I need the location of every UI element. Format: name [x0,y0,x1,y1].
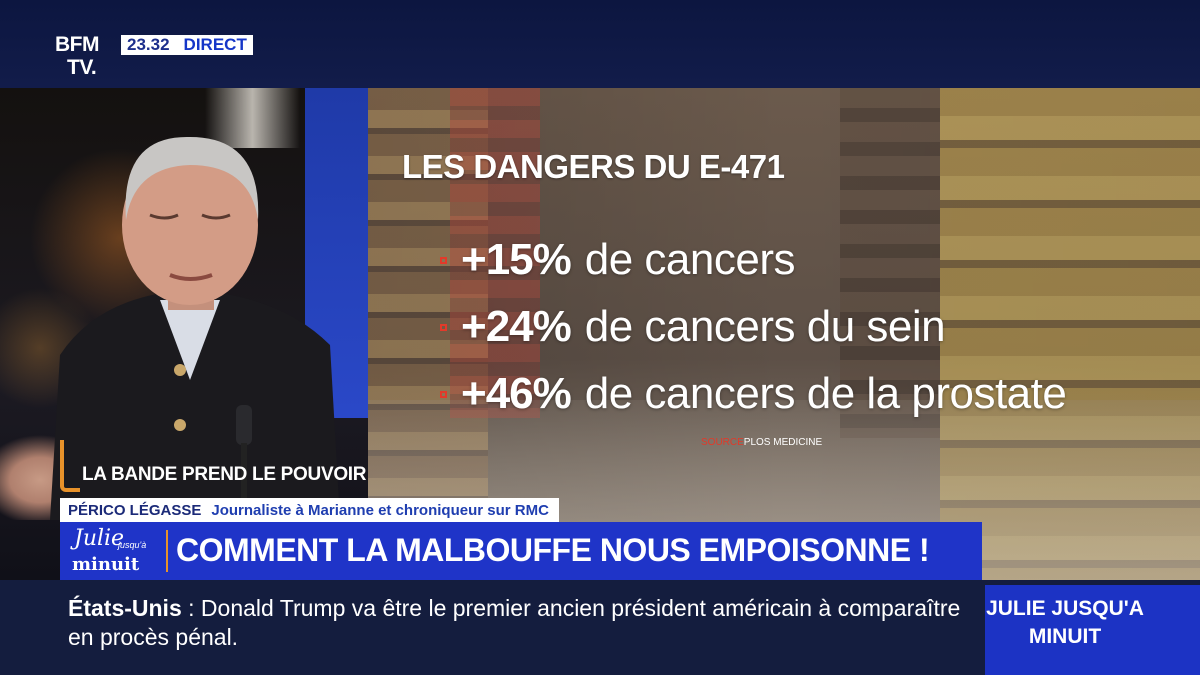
show-logo: Julie jusqu'à minuit [66,526,162,576]
source-value: PLOS MEDICINE [743,437,823,448]
graphic-title: LES DANGERS DU E-471 [402,148,785,185]
stat-row: +46% de cancers de la prostate [440,364,1067,424]
show-logo-minuit: minuit [72,554,140,575]
stat-text: de cancers du sein [584,302,946,351]
guest-nameplate: PÉRICO LÉGASSE Journaliste à Marianne et… [60,498,559,522]
show-logo-jusqua: jusqu'à [118,540,147,550]
segment-bracket [60,440,80,492]
ticker-story: Donald Trump va être le premier ancien p… [68,595,961,650]
source-label: SOURCE [701,437,744,448]
guest-name: PÉRICO LÉGASSE [68,501,202,519]
ticker-separator: : [181,595,201,621]
headline-bar [60,522,982,580]
ticker-text: États-Unis : Donald Trump va être le pre… [68,594,978,652]
live-badge: DIRECT [175,35,253,55]
channel-logo: BFM TV. [55,33,117,83]
stat-percent: +24% [461,302,572,351]
headline: COMMENT LA MALBOUFFE NOUS EMPOISONNE ! [176,532,930,568]
stat-row: +24% de cancers du sein [440,297,946,357]
stat-row: +15% de cancers [440,230,796,290]
guest-figure [50,136,340,520]
studio-light [205,88,300,148]
shelf-dark [840,88,940,438]
source-credit: SOURCEPLOS MEDICINE [701,437,822,448]
guest-role: Journaliste à Marianne et chroniqueur su… [211,501,549,519]
bullet-icon [440,323,447,331]
show-logo-julie: Julie [74,526,125,551]
clock-badge: 23.32 DIRECT [121,35,253,55]
promo-line2: MINUIT [1028,625,1102,648]
promo-line1: JULIE JUSQU'A [986,597,1144,620]
stat-text: de cancers [584,235,796,284]
stat-percent: +46% [461,369,572,418]
show-promo: JULIE JUSQU'A MINUIT [985,585,1200,675]
ticker-place: États-Unis [68,595,182,621]
logo-line2: TV. [67,56,97,79]
headline-divider [166,530,168,572]
logo-line1: BFM [55,33,100,56]
stat-text: de cancers de la prostate [584,369,1067,418]
shelf-red [450,88,540,418]
segment-label: LA BANDE PREND LE POUVOIR [82,464,367,485]
bullet-icon [440,390,447,398]
stat-percent: +15% [461,235,572,284]
clock-time: 23.32 [121,35,176,55]
bullet-icon [440,256,447,264]
segment-tag: LA BANDE PREND LE POUVOIR [60,440,410,492]
